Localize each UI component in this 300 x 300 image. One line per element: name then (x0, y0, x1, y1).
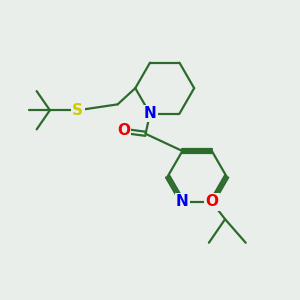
Text: S: S (72, 103, 83, 118)
Text: N: N (176, 194, 189, 209)
Text: O: O (205, 194, 218, 209)
Text: O: O (117, 123, 130, 138)
Text: N: N (144, 106, 156, 121)
